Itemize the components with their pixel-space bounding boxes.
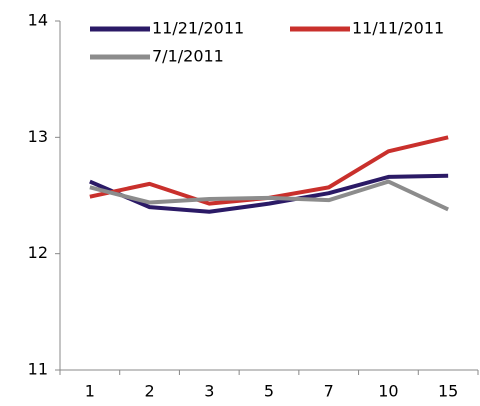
series-line [89, 173, 449, 214]
x-tick-label: 1 [85, 382, 95, 401]
legend-label: 11/21/2011 [152, 19, 244, 38]
legend-label: 7/1/2011 [152, 47, 224, 66]
x-tick-label: 3 [204, 382, 214, 401]
series-line [89, 135, 449, 206]
y-tick-label: 12 [28, 243, 48, 262]
x-tick-label: 7 [324, 382, 334, 401]
x-tick-label: 15 [438, 382, 458, 401]
y-tick-label: 14 [28, 11, 48, 30]
y-tick-label: 11 [28, 360, 48, 379]
series-line [89, 179, 449, 212]
x-tick-label: 2 [144, 382, 154, 401]
x-tick-label: 5 [264, 382, 274, 401]
x-tick-label: 10 [378, 382, 398, 401]
legend-label: 11/11/2011 [352, 19, 444, 38]
y-tick-label: 13 [28, 127, 48, 146]
